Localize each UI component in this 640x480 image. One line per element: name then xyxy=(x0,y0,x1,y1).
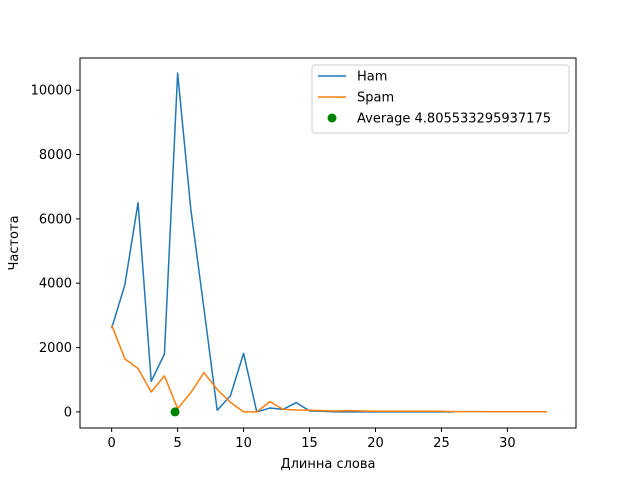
y-tick-label: 4000 xyxy=(39,277,72,292)
x-tick-label: 30 xyxy=(499,436,516,451)
x-tick-label: 0 xyxy=(108,436,116,451)
average-marker xyxy=(170,407,180,417)
x-axis-ticks: 0 5 10 15 20 25 30 xyxy=(108,428,516,451)
y-axis-label: Частота xyxy=(7,215,22,270)
plot-frame xyxy=(79,57,577,429)
y-tick-label: 2000 xyxy=(39,341,72,356)
x-tick-label: 5 xyxy=(173,436,181,451)
legend-ham-label: Ham xyxy=(357,70,387,85)
y-tick-label: 0 xyxy=(64,405,72,420)
x-axis-label: Длинна слова xyxy=(280,457,375,472)
plot-points xyxy=(170,407,180,417)
y-axis-ticks: 0 2000 4000 6000 8000 10000 xyxy=(31,84,80,420)
series-line-spam xyxy=(110,324,547,413)
y-tick-label: 10000 xyxy=(31,84,72,99)
y-tick-label: 6000 xyxy=(39,212,72,227)
legend-average-marker xyxy=(327,113,337,123)
legend-average-label: Average 4.805533295937175 xyxy=(357,112,551,127)
legend-frame xyxy=(311,64,570,134)
x-tick-label: 15 xyxy=(301,436,318,451)
x-tick-label: 25 xyxy=(433,436,450,451)
x-tick-label: 10 xyxy=(235,436,252,451)
legend: Ham Spam Average 4.805533295937175 xyxy=(311,64,570,134)
y-tick-label: 8000 xyxy=(39,148,72,163)
legend-spam-label: Spam xyxy=(357,91,394,106)
x-tick-label: 20 xyxy=(367,436,384,451)
plot-lines xyxy=(110,72,547,413)
